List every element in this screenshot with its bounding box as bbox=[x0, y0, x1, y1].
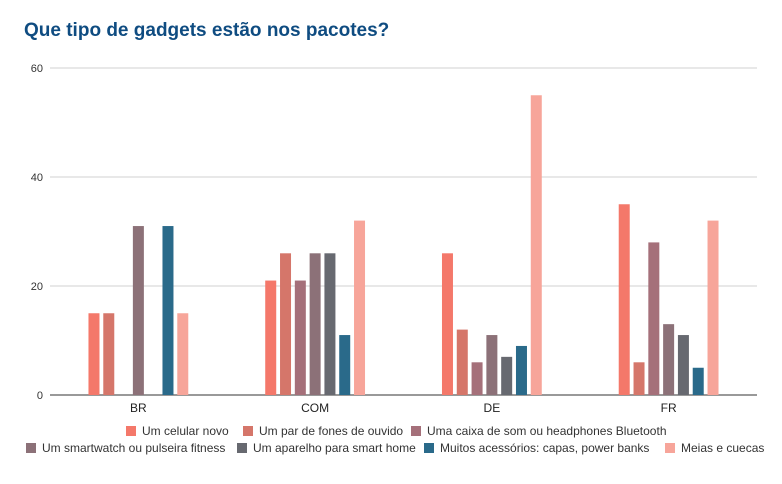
legend-swatch bbox=[424, 443, 434, 453]
legend-label: Um celular novo bbox=[142, 424, 229, 438]
bar-fr-series-4 bbox=[663, 324, 675, 395]
bar-fr-series-7 bbox=[707, 220, 719, 395]
legend-swatch bbox=[411, 426, 421, 436]
legend-swatch bbox=[126, 426, 136, 436]
legend-label: Um aparelho para smart home bbox=[253, 441, 416, 455]
bar-fr-series-5 bbox=[677, 335, 689, 395]
legend-label: Um par de fones de ouvido bbox=[259, 424, 403, 438]
y-tick-label: 60 bbox=[31, 63, 43, 75]
bar-br-series-1 bbox=[88, 313, 100, 395]
bar-fr-series-6 bbox=[692, 367, 704, 395]
bar-br-series-7 bbox=[177, 313, 189, 395]
bar-de-series-6 bbox=[515, 345, 527, 395]
x-category-label: DE bbox=[484, 401, 501, 415]
bar-com-series-3 bbox=[294, 280, 306, 395]
bar-com-series-6 bbox=[339, 335, 351, 395]
legend-label: Uma caixa de som ou headphones Bluetooth bbox=[427, 424, 667, 438]
bar-br-series-6 bbox=[162, 226, 174, 395]
y-axis-ticks: 0 20 40 60 bbox=[31, 63, 43, 402]
bar-fr-series-3 bbox=[648, 242, 660, 395]
legend-swatch bbox=[26, 443, 36, 453]
bar-de-series-5 bbox=[501, 356, 513, 395]
y-tick-label: 0 bbox=[37, 390, 43, 402]
bar-de-series-7 bbox=[530, 95, 542, 395]
bar-de-series-2 bbox=[456, 329, 468, 395]
legend-swatch bbox=[237, 443, 247, 453]
bar-de-series-4 bbox=[486, 335, 498, 395]
chart-title: Que tipo de gadgets estão nos pacotes? bbox=[24, 20, 390, 41]
x-category-label: FR bbox=[661, 401, 677, 415]
bar-br-series-2 bbox=[103, 313, 115, 395]
x-category-label: BR bbox=[130, 401, 147, 415]
bar-de-series-3 bbox=[471, 362, 483, 395]
y-tick-label: 20 bbox=[31, 281, 43, 293]
bar-com-series-2 bbox=[280, 253, 292, 395]
legend: Um celular novo Um par de fones de ouvido… bbox=[26, 424, 764, 455]
bar-br-series-4 bbox=[132, 226, 144, 395]
bar-de-series-1 bbox=[441, 253, 453, 395]
bars bbox=[88, 95, 719, 395]
x-category-label: COM bbox=[301, 401, 329, 415]
legend-label: Meias e cuecas bbox=[681, 441, 764, 455]
bar-fr-series-1 bbox=[618, 204, 630, 395]
bar-com-series-7 bbox=[354, 220, 366, 395]
y-tick-label: 40 bbox=[31, 172, 43, 184]
legend-label: Um smartwatch ou pulseira fitness bbox=[42, 441, 225, 455]
bar-fr-series-2 bbox=[633, 362, 645, 395]
legend-swatch bbox=[665, 443, 675, 453]
x-axis-categories: BR COM DE FR bbox=[130, 401, 677, 415]
legend-swatch bbox=[243, 426, 253, 436]
bar-com-series-1 bbox=[265, 280, 277, 395]
bar-com-series-5 bbox=[324, 253, 336, 395]
legend-label: Muitos acessórios: capas, power banks bbox=[440, 441, 649, 455]
bar-com-series-4 bbox=[309, 253, 321, 395]
